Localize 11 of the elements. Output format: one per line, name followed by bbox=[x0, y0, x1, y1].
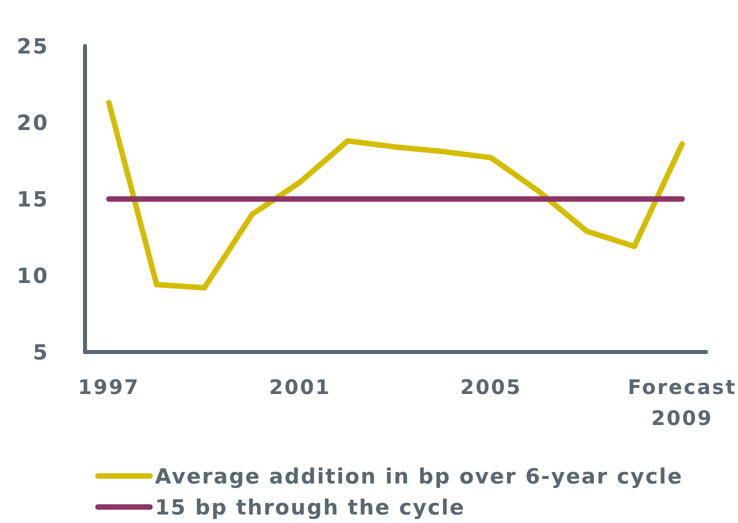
y-tick-label: 15 bbox=[16, 188, 49, 212]
y-tick-label: 25 bbox=[16, 34, 49, 59]
x-tick-label: 1997 bbox=[78, 375, 140, 399]
y-tick-label: 20 bbox=[16, 111, 49, 136]
x-tick-label: 2001 bbox=[269, 375, 331, 399]
legend-label: 15 bp through the cycle bbox=[155, 496, 466, 520]
x-tick-label: 2005 bbox=[460, 375, 522, 399]
y-tick-label: 5 bbox=[32, 340, 49, 365]
x-tick-label: Forecast 2009 bbox=[628, 375, 737, 430]
y-tick-label: 10 bbox=[16, 264, 49, 288]
legend-label: Average addition in bp over 6-year cycle bbox=[155, 464, 683, 489]
